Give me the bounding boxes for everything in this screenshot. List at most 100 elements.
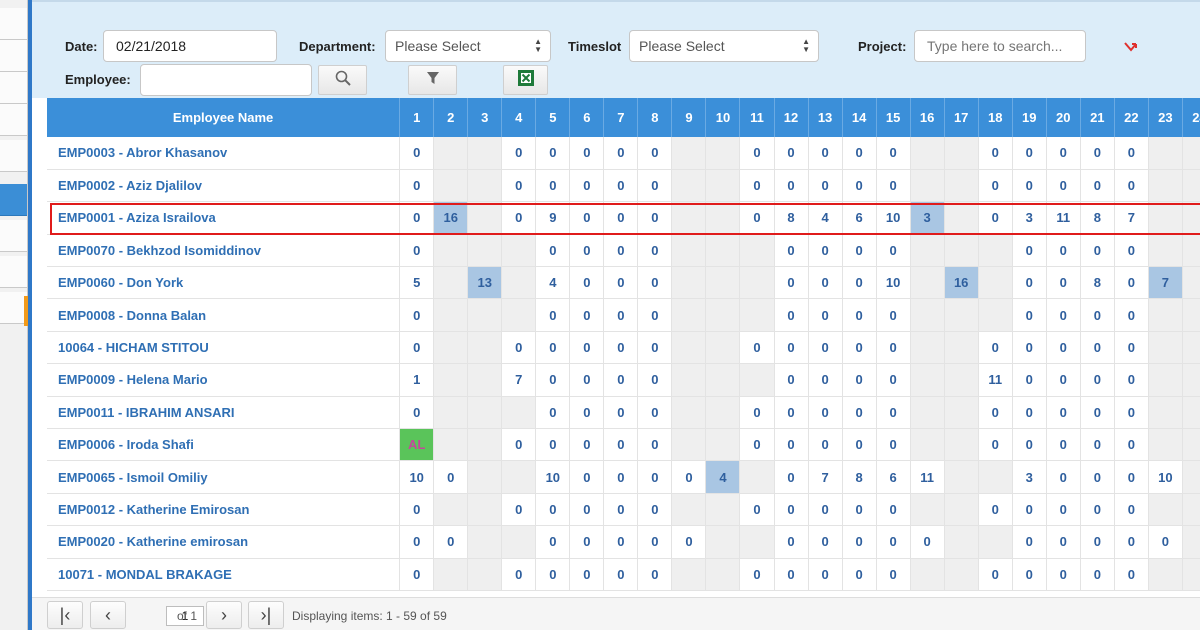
day-hours-cell[interactable]: 0 — [1114, 396, 1149, 430]
export-excel-button[interactable] — [503, 65, 548, 95]
empty-day-cell[interactable] — [910, 558, 945, 591]
day-header[interactable]: 15 — [876, 98, 911, 137]
day-hours-cell[interactable]: 0 — [774, 234, 809, 268]
day-header[interactable]: 4 — [501, 98, 537, 137]
day-hours-cell[interactable]: 3 — [910, 201, 945, 235]
day-hours-cell[interactable]: 0 — [569, 558, 605, 591]
day-hours-cell[interactable]: 0 — [1080, 137, 1115, 170]
day-hours-cell[interactable]: 0 — [637, 396, 673, 430]
day-hours-cell[interactable]: 0 — [1012, 298, 1047, 332]
day-hours-cell[interactable]: 0 — [637, 234, 673, 268]
day-hours-cell[interactable]: 0 — [1080, 363, 1115, 397]
empty-day-cell[interactable] — [944, 331, 979, 365]
empty-day-cell[interactable] — [910, 298, 945, 332]
red-arrow-icon[interactable] — [1124, 40, 1138, 59]
empty-day-cell[interactable] — [467, 331, 503, 365]
day-hours-cell[interactable]: 0 — [637, 460, 673, 494]
day-hours-cell[interactable]: 0 — [569, 234, 605, 268]
empty-day-cell[interactable] — [467, 234, 503, 268]
day-hours-cell[interactable]: 0 — [774, 331, 809, 365]
employee-input[interactable] — [140, 64, 312, 96]
search-button[interactable] — [318, 65, 367, 95]
employee-name-link[interactable]: EMP0060 - Don York — [47, 266, 401, 300]
day-hours-cell[interactable]: 0 — [637, 363, 673, 397]
day-hours-cell[interactable]: 0 — [1012, 428, 1047, 462]
empty-day-cell[interactable] — [433, 493, 469, 527]
day-hours-cell[interactable]: 0 — [774, 137, 809, 170]
day-header[interactable]: 19 — [1012, 98, 1047, 137]
day-hours-cell[interactable]: 0 — [603, 558, 639, 591]
employee-name-header[interactable]: Employee Name — [47, 98, 401, 137]
empty-day-cell[interactable] — [1182, 331, 1200, 365]
day-hours-cell[interactable]: 0 — [637, 525, 673, 559]
empty-day-cell[interactable] — [944, 428, 979, 462]
day-hours-cell[interactable]: 0 — [808, 137, 843, 170]
empty-day-cell[interactable] — [467, 363, 503, 397]
rail-collapse-handle[interactable] — [24, 296, 28, 326]
empty-day-cell[interactable] — [501, 298, 537, 332]
day-hours-cell[interactable]: 0 — [569, 493, 605, 527]
empty-day-cell[interactable] — [705, 298, 741, 332]
day-hours-cell[interactable]: 0 — [1080, 428, 1115, 462]
day-hours-cell[interactable]: 0 — [535, 396, 571, 430]
table-row[interactable]: EMP0065 - Ismoil Omiliy 10 0 10 0 0 0 0 4 0 7 8 6 11 3… — [47, 460, 1200, 494]
day-hours-cell[interactable]: 0 — [1012, 396, 1047, 430]
empty-day-cell[interactable] — [467, 525, 503, 559]
day-hours-cell[interactable]: 0 — [569, 428, 605, 462]
day-hours-cell[interactable]: 0 — [433, 460, 469, 494]
empty-day-cell[interactable] — [705, 234, 741, 268]
day-hours-cell[interactable]: 6 — [842, 201, 877, 235]
empty-day-cell[interactable] — [978, 298, 1013, 332]
day-hours-cell[interactable]: 0 — [739, 493, 775, 527]
day-hours-cell[interactable]: 0 — [1080, 558, 1115, 591]
empty-day-cell[interactable] — [910, 137, 945, 170]
day-hours-cell[interactable]: 0 — [501, 331, 537, 365]
date-input[interactable] — [103, 30, 277, 62]
day-hours-cell[interactable]: 0 — [774, 525, 809, 559]
empty-day-cell[interactable] — [433, 363, 469, 397]
empty-day-cell[interactable] — [1148, 234, 1183, 268]
empty-day-cell[interactable] — [467, 137, 503, 170]
day-hours-cell[interactable]: 0 — [637, 169, 673, 203]
table-row[interactable]: EMP0070 - Bekhzod Isomiddinov 0 0 0 0 0 0 0 0 0 0 0… — [47, 234, 1200, 268]
empty-day-cell[interactable] — [944, 525, 979, 559]
day-hours-cell[interactable]: 0 — [637, 428, 673, 462]
day-hours-cell[interactable]: 0 — [774, 298, 809, 332]
empty-day-cell[interactable] — [671, 331, 707, 365]
day-hours-cell[interactable]: 0 — [739, 137, 775, 170]
day-hours-cell[interactable]: 0 — [876, 363, 911, 397]
empty-day-cell[interactable] — [910, 266, 945, 300]
day-hours-cell[interactable]: 0 — [1046, 428, 1081, 462]
employee-name-link[interactable]: EMP0011 - IBRAHIM ANSARI — [47, 396, 401, 430]
day-header[interactable]: 13 — [808, 98, 843, 137]
empty-day-cell[interactable] — [433, 298, 469, 332]
day-hours-cell[interactable]: 0 — [535, 169, 571, 203]
day-hours-cell[interactable]: 3 — [1012, 201, 1047, 235]
day-hours-cell[interactable]: 0 — [603, 298, 639, 332]
next-page-button[interactable]: › — [206, 601, 242, 629]
day-hours-cell[interactable]: 0 — [433, 525, 469, 559]
day-hours-cell[interactable]: 0 — [1080, 331, 1115, 365]
day-hours-cell[interactable]: 7 — [501, 363, 537, 397]
day-hours-cell[interactable]: 0 — [637, 493, 673, 527]
day-hours-cell[interactable]: 0 — [603, 525, 639, 559]
day-hours-cell[interactable]: 0 — [637, 201, 673, 235]
project-search-input[interactable] — [914, 30, 1086, 62]
day-hours-cell[interactable]: 0 — [876, 169, 911, 203]
rail-button[interactable] — [0, 104, 27, 136]
day-hours-cell[interactable]: 0 — [842, 558, 877, 591]
day-hours-cell[interactable]: 0 — [808, 558, 843, 591]
empty-day-cell[interactable] — [705, 428, 741, 462]
employee-name-link[interactable]: 10071 - MONDAL BRAKAGE — [47, 558, 401, 591]
day-hours-cell[interactable]: 0 — [842, 266, 877, 300]
employee-name-link[interactable]: EMP0003 - Abror Khasanov — [47, 137, 401, 170]
day-header[interactable]: 20 — [1046, 98, 1081, 137]
day-hours-cell[interactable]: 0 — [1080, 525, 1115, 559]
table-row[interactable]: EMP0006 - Iroda Shafi AL 0 0 0 0 0 0 0 0 0 0 0 0 0 0 0 — [47, 428, 1200, 462]
empty-day-cell[interactable] — [910, 331, 945, 365]
day-hours-cell[interactable]: 0 — [978, 137, 1013, 170]
day-hours-cell[interactable]: 7 — [808, 460, 843, 494]
day-hours-cell[interactable]: 0 — [1012, 234, 1047, 268]
day-hours-cell[interactable]: 0 — [1080, 234, 1115, 268]
empty-day-cell[interactable] — [433, 396, 469, 430]
